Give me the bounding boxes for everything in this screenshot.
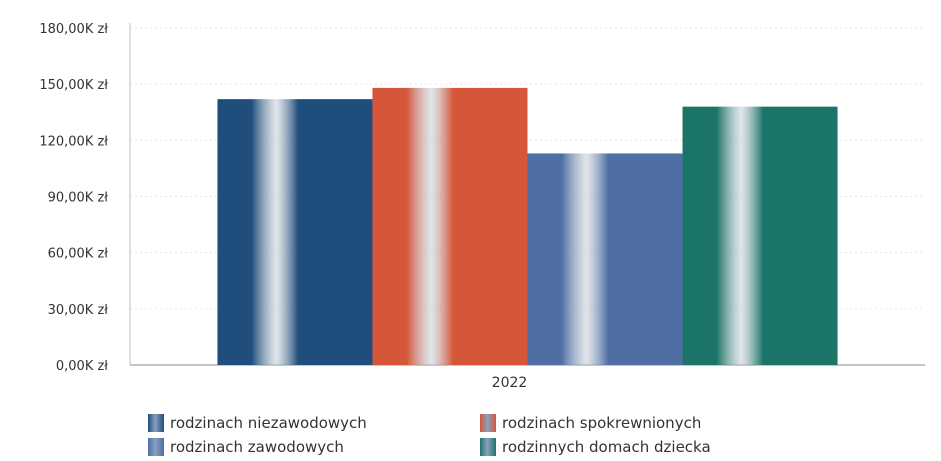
legend: rodzinach niezawodowych rodzinach spokre… [148, 412, 780, 458]
legend-label: rodzinach spokrewnionych [502, 414, 702, 432]
bar-rodzinach-spokrewnionych[interactable] [372, 87, 528, 366]
legend-label: rodzinach zawodowych [170, 438, 344, 456]
legend-item-domach-dziecka[interactable]: rodzinnych domach dziecka [480, 436, 780, 458]
legend-item-niezawodowych[interactable]: rodzinach niezawodowych [148, 412, 480, 434]
y-tick-label: 90,00K zł [48, 191, 109, 206]
legend-swatch [480, 414, 496, 432]
y-tick-label: 150,00K zł [39, 78, 108, 93]
bar-rodzinach-zawodowych[interactable] [527, 153, 683, 365]
bar-rodzinach-niezawodowych[interactable] [217, 99, 373, 366]
y-tick-label: 120,00K zł [39, 134, 108, 149]
bar-rodzinnych-domach-dziecka[interactable] [682, 106, 838, 365]
y-tick-label: 30,00K zł [48, 303, 109, 318]
bars [217, 87, 838, 366]
legend-item-spokrewnionych[interactable]: rodzinach spokrewnionych [480, 412, 780, 434]
legend-item-zawodowych[interactable]: rodzinach zawodowych [148, 436, 480, 458]
y-tick-label: 60,00K zł [48, 247, 109, 262]
y-tick-label: 180,00K zł [39, 22, 108, 37]
y-tick-label: 0,00K zł [56, 359, 108, 374]
legend-swatch [148, 414, 164, 432]
legend-swatch [148, 438, 164, 456]
legend-label: rodzinach niezawodowych [170, 414, 367, 432]
legend-swatch [480, 438, 496, 456]
legend-label: rodzinnych domach dziecka [502, 438, 711, 456]
axis-labels: 0,00K zł 30,00K zł 60,00K zł 90,00K zł 120,0… [39, 22, 527, 391]
x-tick-label: 2022 [492, 375, 528, 391]
